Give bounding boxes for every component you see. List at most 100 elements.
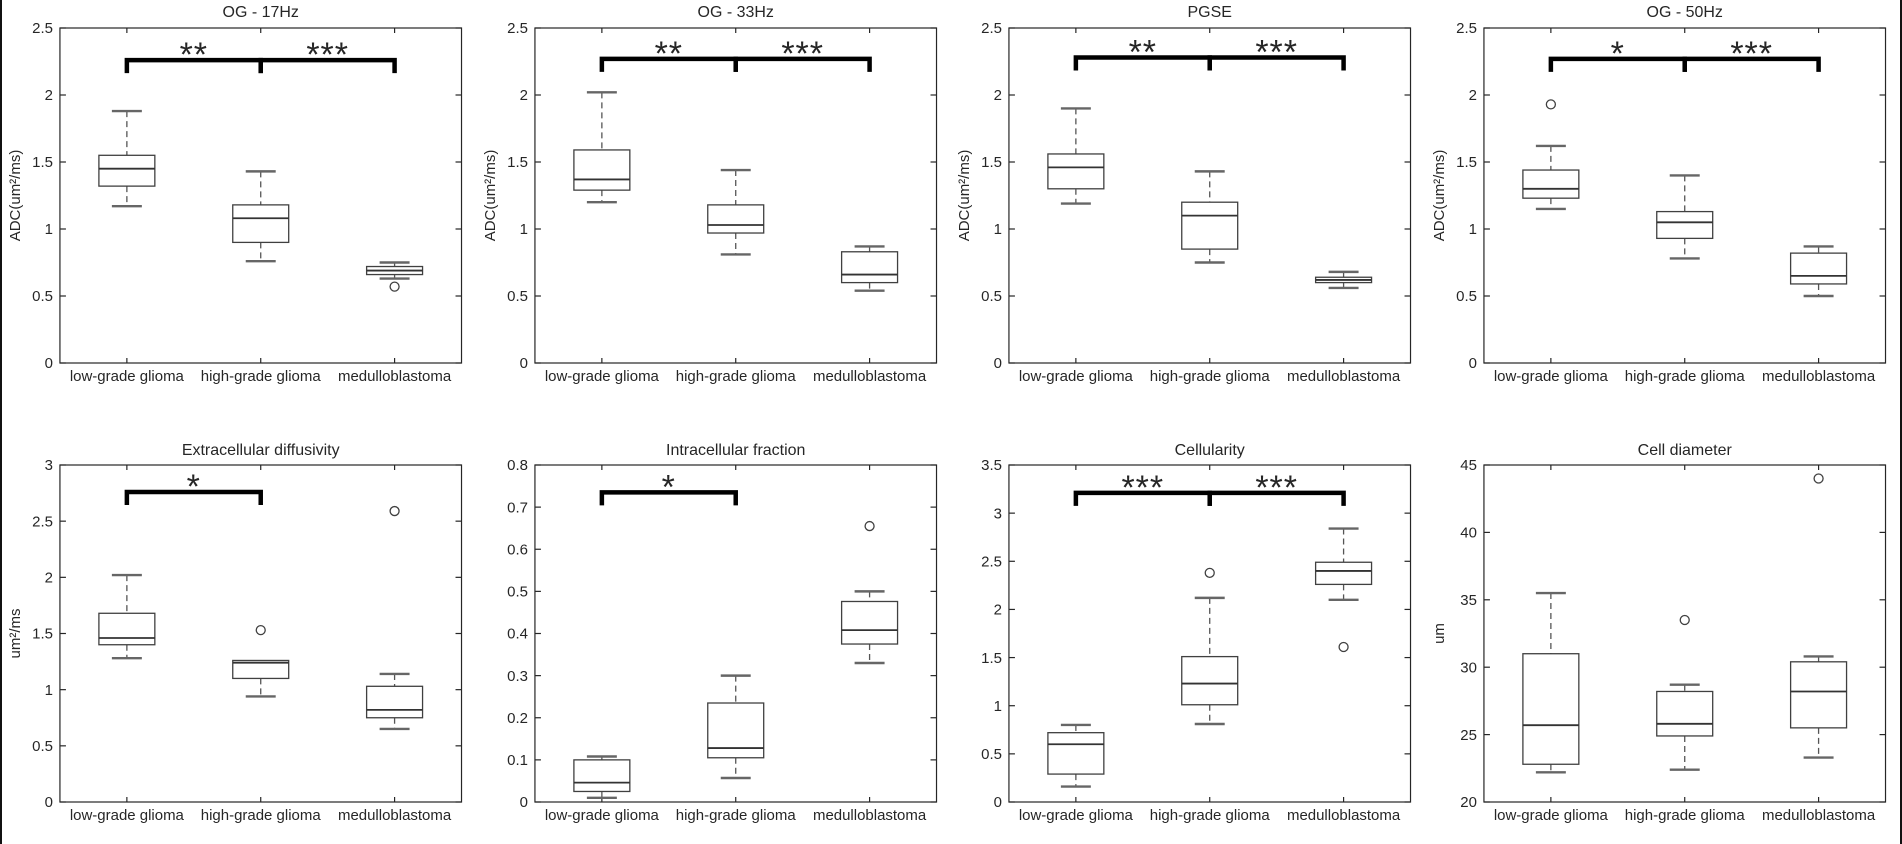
significance-stars: ** — [180, 36, 208, 74]
significance-bracket — [258, 57, 397, 74]
box-low-grade-glioma — [98, 612, 156, 646]
significance-stars: *** — [781, 35, 824, 73]
y-tick-label: 3 — [45, 457, 53, 474]
y-tick-label: 30 — [1460, 659, 1477, 676]
boxplot-panel-og-17hz: 0 0.5 1 1.5 2 2.5 low-grade glioma high-grade g… — [7, 4, 463, 385]
panel-cell-extracellular-diffusivity: 0 0.5 1 1.5 2 2.5 3 low-grade glioma high-grade … — [2, 422, 477, 844]
x-category-label: medulloblastoma — [812, 807, 926, 824]
y-tick-label: 3 — [994, 505, 1002, 522]
panel-title: Intracellular fraction — [666, 442, 805, 459]
significance-bracket — [1681, 56, 1821, 72]
x-category-label: high-grade glioma — [675, 368, 796, 385]
significance-stars: ** — [1129, 33, 1157, 71]
significance-stars: *** — [306, 36, 349, 74]
box-medulloblastoma — [1789, 252, 1847, 285]
panel-cell-cellularity: 0 0.5 1 1.5 2 2.5 3 3.5 low-grade glioma high-gra… — [951, 422, 1426, 844]
y-tick-label: 0.4 — [507, 626, 528, 643]
box-medulloblastoma — [1789, 661, 1847, 729]
box-high-grade-glioma — [706, 204, 764, 234]
y-tick-label: 1.5 — [32, 626, 53, 643]
y-tick-label: 1 — [45, 221, 53, 238]
x-category-label: low-grade glioma — [1493, 368, 1608, 385]
y-tick-label: 1.5 — [1456, 154, 1477, 171]
box-high-grade-glioma — [232, 659, 290, 680]
y-tick-label: 1 — [994, 221, 1002, 238]
significance-bracket — [124, 489, 263, 505]
outlier-medulloblastoma — [389, 505, 400, 517]
x-category-label: medulloblastoma — [1761, 368, 1875, 385]
outlier-high-grade-glioma — [1204, 567, 1215, 578]
significance-stars: *** — [1121, 469, 1164, 507]
x-category-label: medulloblastoma — [338, 368, 452, 385]
box-low-grade-glioma — [1521, 653, 1579, 765]
y-tick-label: 0.7 — [507, 499, 528, 516]
y-tick-label: 40 — [1460, 525, 1477, 542]
x-category-label: medulloblastoma — [1287, 807, 1401, 824]
y-tick-label: 0.5 — [507, 584, 528, 601]
y-axis-label: ADC(um²/ms) — [7, 150, 24, 242]
y-tick-label: 2 — [1468, 87, 1476, 104]
y-tick-label: 1.5 — [981, 650, 1002, 667]
y-tick-label: 1.5 — [981, 154, 1002, 171]
panel-title: Cellularity — [1175, 442, 1245, 459]
x-category-label: high-grade glioma — [1150, 368, 1271, 385]
box-medulloblastoma — [365, 685, 424, 719]
y-tick-label: 2.5 — [32, 513, 53, 530]
y-tick-label: 2.5 — [1456, 20, 1477, 37]
y-tick-label: 2 — [994, 87, 1002, 104]
y-tick-label: 2.5 — [32, 20, 53, 37]
x-category-label: low-grade glioma — [1019, 368, 1134, 385]
x-category-label: high-grade glioma — [201, 807, 322, 824]
y-tick-label: 0 — [1468, 355, 1476, 372]
x-category-label: medulloblastoma — [812, 368, 926, 385]
x-category-label: high-grade glioma — [1624, 807, 1745, 824]
x-category-label: high-grade glioma — [675, 807, 796, 824]
significance-bracket — [1207, 55, 1346, 71]
y-axis-label: ADC(um²/ms) — [1430, 150, 1447, 242]
y-axis-label: ADC(um²/ms) — [481, 150, 498, 242]
panel-title: Cell diameter — [1637, 442, 1732, 459]
y-tick-label: 0.5 — [32, 288, 53, 305]
y-tick-label: 0.1 — [507, 752, 528, 769]
y-tick-label: 2 — [519, 87, 527, 104]
outlier-high-grade-glioma — [255, 624, 266, 636]
outlier-medulloblastoma — [1812, 473, 1824, 484]
box-high-grade-glioma — [232, 204, 290, 244]
panel-cell-intracellular-fraction: 0 0.1 0.2 0.3 0.4 0.5 0.6 0.7 0.8 low-grade gliom… — [477, 422, 952, 844]
box-medulloblastoma — [840, 600, 898, 645]
box-low-grade-glioma — [572, 759, 630, 793]
y-tick-label: 0.3 — [507, 668, 528, 685]
y-tick-label: 1 — [994, 698, 1002, 715]
box-high-grade-glioma — [1181, 655, 1239, 706]
y-tick-label: 2 — [994, 602, 1002, 619]
y-tick-label: 0.5 — [1456, 288, 1477, 305]
x-category-label: low-grade glioma — [1493, 807, 1608, 824]
y-axis-label: um²/ms — [7, 609, 24, 659]
y-tick-label: 1 — [519, 221, 527, 238]
y-tick-label: 1 — [1468, 221, 1476, 238]
panel-title: PGSE — [1188, 4, 1232, 21]
x-category-label: high-grade glioma — [1624, 368, 1745, 385]
y-tick-label: 25 — [1460, 727, 1477, 744]
box-high-grade-glioma — [1655, 210, 1713, 240]
x-category-label: medulloblastoma — [1287, 368, 1401, 385]
y-tick-label: 0.2 — [507, 710, 528, 727]
outlier-low-grade-glioma — [1545, 99, 1556, 110]
y-tick-label: 3.5 — [981, 457, 1002, 474]
y-tick-label: 0 — [519, 355, 527, 372]
box-medulloblastoma — [1314, 561, 1373, 586]
x-category-label: medulloblastoma — [338, 807, 452, 824]
y-tick-label: 2.5 — [981, 20, 1002, 37]
y-tick-label: 45 — [1460, 457, 1477, 474]
y-tick-label: 35 — [1460, 592, 1477, 609]
boxplot-panel-og-33hz: 0 0.5 1 1.5 2 2.5 low-grade glioma high-grade g… — [481, 4, 937, 385]
y-tick-label: 0.5 — [981, 746, 1002, 763]
y-tick-label: 0 — [45, 355, 53, 372]
y-tick-label: 0.6 — [507, 541, 528, 558]
boxplot-panel-intracellular-fraction: 0 0.1 0.2 0.3 0.4 0.5 0.6 0.7 0.8 low-grade gliom… — [507, 442, 937, 824]
significance-stars: * — [1610, 35, 1624, 73]
x-category-label: medulloblastoma — [1761, 807, 1875, 824]
y-tick-label: 0.5 — [32, 738, 53, 755]
x-category-label: low-grade glioma — [544, 368, 659, 385]
